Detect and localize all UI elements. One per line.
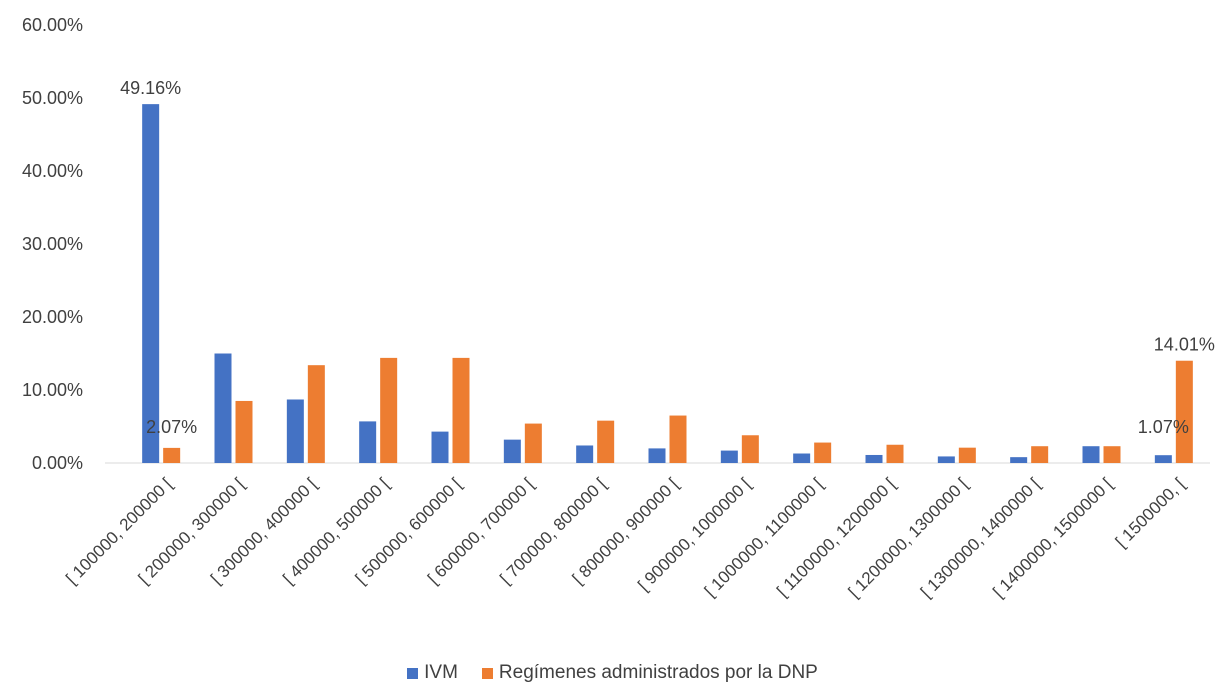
y-tick-label: 50.00% <box>22 88 83 108</box>
x-axis-ticks: [ 100000, 200000 [[ 200000, 300000 [[ 30… <box>62 474 1189 601</box>
bar-ivm <box>576 445 594 463</box>
x-tick-label: [ 1100000, 1200000 [ <box>773 474 899 600</box>
data-labels: 49.16% 2.07% 1.07% 14.01% <box>120 78 1215 437</box>
legend-label: Regímenes administrados por la DNP <box>498 662 818 683</box>
data-label: 1.07% <box>1138 417 1189 437</box>
bar-ivm <box>648 448 666 463</box>
bar-ivm <box>142 104 160 463</box>
bar-ivm <box>431 431 449 463</box>
bar-dnp <box>669 415 687 463</box>
legend-item-ivm: IVM <box>407 662 458 684</box>
x-tick-label: [ 1200000, 1300000 [ <box>845 474 972 601</box>
bar-ivm <box>1010 457 1028 463</box>
bar-ivm <box>286 399 304 463</box>
y-tick-label: 60.00% <box>22 15 83 35</box>
data-label: 49.16% <box>120 78 181 98</box>
x-tick-label: [ 1300000, 1400000 [ <box>917 474 1044 601</box>
bar-dnp <box>1103 446 1121 463</box>
bar-ivm <box>1154 455 1172 463</box>
bar-ivm <box>865 454 883 463</box>
data-label: 14.01% <box>1154 335 1215 355</box>
legend-swatch <box>407 667 419 679</box>
legend-item-dnp: Regímenes administrados por la DNP <box>481 662 818 684</box>
bar-dnp <box>524 423 542 463</box>
bar-ivm <box>503 439 521 463</box>
bar-dnp <box>452 357 470 463</box>
bar-dnp <box>958 447 976 463</box>
bar-dnp <box>307 365 325 463</box>
y-tick-label: 10.00% <box>22 380 83 400</box>
x-tick-label: [ 1500000, [ <box>1112 474 1189 551</box>
bar-ivm <box>214 353 232 463</box>
y-axis-ticks: 0.00% 10.00% 20.00% 30.00% 40.00% 50.00% 60.00… <box>22 15 83 473</box>
data-label: 2.07% <box>146 417 197 437</box>
bar-ivm <box>720 450 738 463</box>
bar-dnp <box>1031 446 1049 463</box>
y-tick-label: 0.00% <box>32 453 83 473</box>
bar-ivm <box>793 453 811 463</box>
bar-dnp <box>886 444 904 463</box>
y-tick-label: 40.00% <box>22 161 83 181</box>
bar-dnp <box>814 442 832 463</box>
legend-label: IVM <box>424 662 458 683</box>
bar-dnp <box>741 435 759 463</box>
bar-dnp <box>597 420 615 463</box>
legend-swatch <box>481 667 493 679</box>
bar-dnp <box>1175 360 1193 463</box>
legend: IVM Regímenes administrados por la DNP <box>0 658 1225 688</box>
bar-dnp <box>235 400 253 463</box>
bar-dnp <box>380 357 398 463</box>
bar-ivm <box>1082 446 1100 463</box>
y-tick-label: 30.00% <box>22 234 83 254</box>
x-tick-label: [ 1400000, 1500000 [ <box>989 474 1116 601</box>
bars <box>142 104 1193 463</box>
bar-dnp <box>163 447 181 463</box>
y-tick-label: 20.00% <box>22 307 83 327</box>
x-tick-label: [ 1000000, 1100000 [ <box>701 474 827 600</box>
bar-ivm <box>359 421 377 463</box>
bar-ivm <box>937 456 955 463</box>
